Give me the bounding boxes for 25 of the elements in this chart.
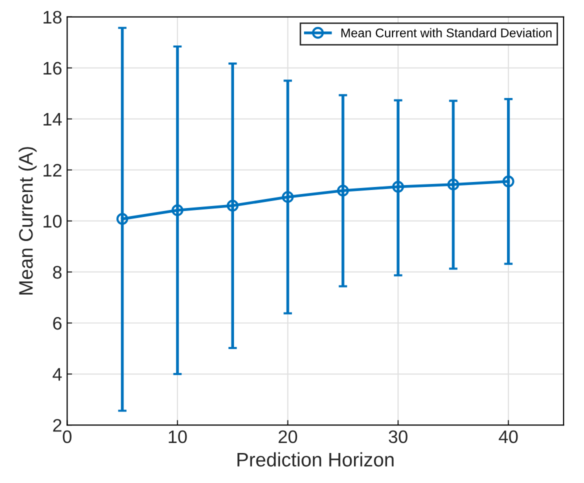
x-tick-label: 30 [388, 430, 408, 444]
point [116, 213, 128, 225]
x-tick-label: 20 [278, 430, 298, 444]
point [282, 191, 294, 203]
x-tick-label: 10 [168, 430, 187, 444]
y-tick-label: 18 [44, 10, 62, 24]
y-tick-label: 10 [44, 214, 62, 228]
point [447, 178, 460, 190]
point [337, 184, 349, 197]
x-tick-label: 40 [498, 430, 518, 444]
y-tick-label: 2 [53, 418, 62, 432]
y-tick-label: 4 [52, 368, 62, 381]
point [226, 200, 239, 212]
point [502, 176, 514, 188]
y-tick-label: 16 [44, 62, 62, 75]
y-tick-label: 8 [53, 266, 62, 279]
y-tick-label: 6 [53, 316, 62, 330]
legend-label: Mean Current with Standard Deviation [341, 28, 552, 38]
x-tick-label: 0 [62, 430, 72, 444]
y-tick-label: 12 [44, 164, 62, 176]
point [172, 204, 184, 216]
point [392, 180, 404, 193]
x-axis-title: Prediction Horizon [238, 452, 394, 467]
y-axis-title: Mean Current (A) [18, 147, 37, 294]
y-tick-label: 14 [44, 113, 62, 126]
